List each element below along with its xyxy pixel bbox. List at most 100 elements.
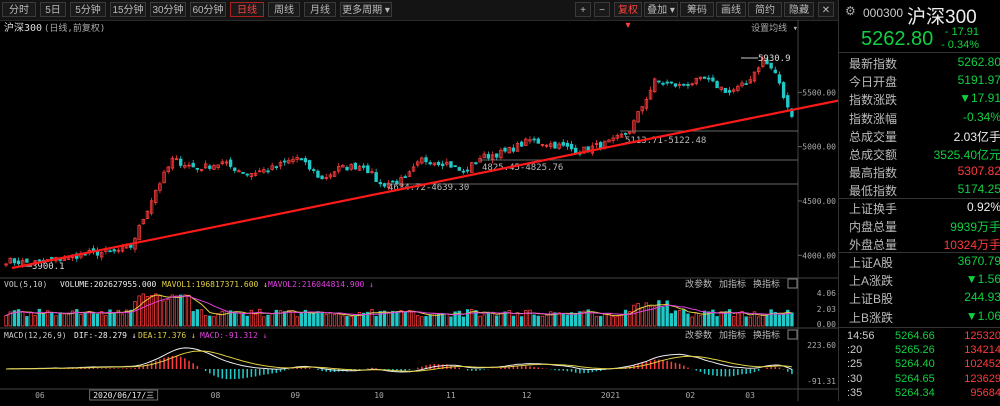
- vol-btn-0[interactable]: 改参数: [685, 278, 712, 290]
- candle-body: [636, 111, 640, 123]
- low-label: 3900.1: [32, 262, 65, 272]
- volume-bar: [270, 313, 274, 327]
- macd-btn-2[interactable]: 换指标: [753, 329, 780, 341]
- candle-body: [258, 170, 262, 173]
- quote-label: 上B涨跌: [849, 310, 894, 325]
- candle-body: [407, 171, 412, 177]
- quote-value: 0.92%: [966, 200, 1000, 214]
- candle-body: [228, 159, 233, 167]
- candle-body: [536, 138, 540, 144]
- close-button[interactable]: ✕: [818, 2, 834, 17]
- candle-body: [740, 82, 744, 87]
- vol-btn-1[interactable]: 加指标: [719, 278, 746, 290]
- volume-bar: [50, 312, 54, 327]
- zoom-in-button[interactable]: +: [575, 2, 591, 17]
- x-label-3: 09: [290, 391, 300, 400]
- candle-body: [162, 171, 166, 184]
- volume-bar: [615, 315, 619, 327]
- period-btn-8[interactable]: 月线: [304, 2, 336, 17]
- period-btn-7[interactable]: 周线: [268, 2, 300, 17]
- volume-bar: [287, 309, 291, 327]
- kline-chart[interactable]: 沪深300 (日线,前复权) 设置均线 ▾ 5500.00 5000.00 4500.00…: [0, 20, 903, 401]
- tool-btn-4[interactable]: 简约: [748, 2, 782, 17]
- candle-body: [470, 162, 474, 173]
- volume-bar: [274, 309, 279, 327]
- candle-body: [224, 161, 229, 164]
- tool-btn-3[interactable]: 画线: [716, 2, 746, 17]
- chart-area[interactable]: 沪深300 (日线,前复权) 设置均线 ▾ 5500.00 5000.00 4500.00…: [0, 20, 903, 401]
- candle-body: [33, 260, 37, 263]
- volume-bar: [337, 313, 341, 327]
- volume-bar: [104, 315, 108, 327]
- volume-bar: [258, 308, 262, 327]
- candle-body: [777, 74, 782, 84]
- ma-settings-button[interactable]: 设置均线 ▾: [751, 22, 798, 34]
- candle-body: [16, 260, 21, 265]
- period-btn-3[interactable]: 15分钟: [110, 2, 146, 17]
- macd-value: MACD:-91.312 ↓: [200, 331, 267, 340]
- tool-btn-0[interactable]: 复权 ▾: [614, 2, 642, 31]
- period-btn-1[interactable]: 5日: [40, 2, 66, 17]
- volume-bar: [619, 314, 624, 327]
- volume-bar: [416, 315, 420, 327]
- volume-bar: [112, 312, 116, 327]
- volume-bar: [499, 313, 503, 327]
- tool-btn-2[interactable]: 筹码: [680, 2, 714, 17]
- candle-body: [374, 172, 378, 182]
- settings-icon[interactable]: ⚙: [845, 4, 856, 18]
- quote-label: 最高指数: [849, 166, 898, 181]
- volume-bar: [465, 309, 470, 327]
- quote-value: 2.03亿手: [953, 129, 1000, 144]
- period-btn-0[interactable]: 分时: [2, 2, 36, 17]
- candle-body: [528, 139, 532, 142]
- volume-bar: [424, 316, 428, 327]
- tool-btn-1[interactable]: 叠加 ▾: [644, 2, 678, 17]
- tick-price: 5264.65: [895, 372, 935, 385]
- candle-body: [623, 132, 628, 135]
- zoom-out-button[interactable]: −: [594, 2, 610, 17]
- period-btn-9[interactable]: 更多周期 ▾: [340, 2, 392, 17]
- volume-bar: [233, 311, 237, 327]
- candle-body: [482, 153, 486, 159]
- volume-bar: [470, 308, 474, 327]
- candle-body: [748, 79, 753, 84]
- candle-body: [58, 258, 62, 261]
- volume-bar: [748, 316, 753, 327]
- volume-bar: [75, 309, 79, 327]
- volume-bar: [312, 312, 316, 327]
- quote-row: 上证换手 0.92%: [839, 200, 1000, 218]
- period-btn-2[interactable]: 5分钟: [70, 2, 106, 17]
- candle-body: [366, 165, 370, 174]
- chart-title: 沪深300: [4, 21, 42, 34]
- volume-bar: [349, 315, 353, 327]
- period-btn-4[interactable]: 30分钟: [150, 2, 186, 17]
- volume-bar: [399, 310, 403, 327]
- volume-bar: [25, 316, 29, 327]
- volume-bar: [253, 313, 258, 327]
- volume-bar: [673, 310, 678, 327]
- level-label-1: 4634.72-4639.30: [388, 183, 469, 193]
- volume-bar: [145, 296, 150, 327]
- macd-btn-0[interactable]: 改参数: [685, 329, 712, 341]
- volume-bar: [453, 311, 457, 327]
- candle-body: [37, 259, 42, 262]
- volume-bar: [124, 309, 129, 327]
- period-btn-5[interactable]: 60分钟: [190, 2, 226, 17]
- candle-body: [495, 153, 499, 158]
- candle-body: [328, 174, 333, 178]
- candle-body: [361, 165, 366, 168]
- volume-bar: [669, 313, 674, 327]
- volume-bar: [278, 310, 283, 327]
- volume-bar: [299, 312, 303, 327]
- tool-btn-5[interactable]: 隐藏: [784, 2, 814, 17]
- x-label-4: 10: [374, 391, 384, 400]
- candle-body: [711, 77, 715, 82]
- candle-body: [594, 143, 599, 145]
- volume-bar: [91, 313, 96, 327]
- volume-bar: [773, 311, 777, 327]
- macd-btn-1[interactable]: 加指标: [719, 329, 746, 341]
- vol-btn-2[interactable]: 换指标: [753, 278, 780, 290]
- candle-body: [353, 162, 358, 170]
- candle-body: [628, 131, 632, 134]
- period-btn-6[interactable]: 日线: [230, 2, 264, 17]
